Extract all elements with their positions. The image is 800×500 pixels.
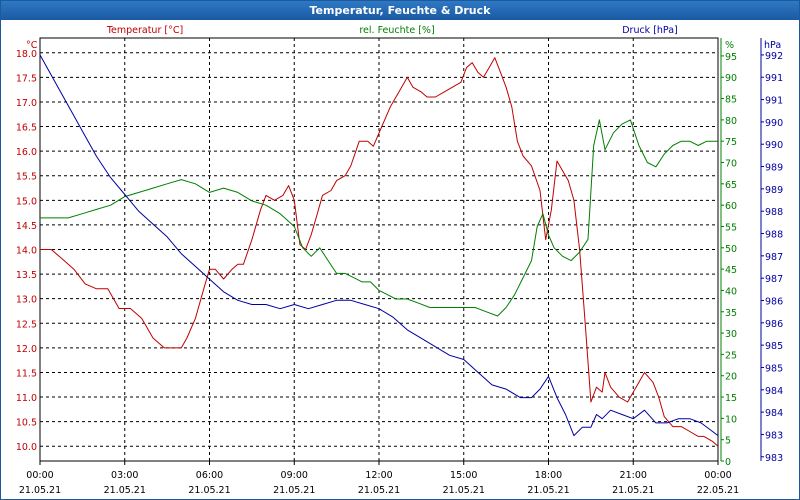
pressure-tick-label: 990 [765, 118, 783, 129]
series-lines [39, 54, 719, 447]
humidity-tick-label: 25 [725, 350, 737, 361]
humidity-tick-label: 20 [725, 372, 737, 383]
x-tick-date: 21.05.21 [443, 485, 485, 496]
humidity-tick-label: 45 [725, 265, 737, 276]
temperature-tick-label: 18.0 [16, 49, 37, 60]
humidity-tick-label: 40 [725, 286, 737, 297]
pressure-tick-label: 985 [765, 341, 783, 352]
pressure-tick-label: 988 [765, 230, 783, 241]
series-line-temperature [40, 57, 719, 447]
temperature-unit: °C [26, 40, 38, 51]
pressure-tick-label: 991 [765, 73, 783, 84]
x-tick-time: 00:00 [704, 470, 731, 481]
humidity-tick-label: 0 [725, 457, 731, 468]
axis-labels: 18.0 17.5 17.0 16.5 16.0 15.5 15.0 14.5 14.0 13.5… [16, 25, 783, 496]
temperature-tick-label: 11.5 [16, 368, 37, 379]
temperature-axis-title: Temperatur [°C] [106, 25, 183, 36]
x-tick-date: 21.05.21 [273, 485, 315, 496]
temperature-tick-label: 14.0 [16, 246, 37, 257]
humidity-tick-label: 55 [725, 222, 737, 233]
humidity-tick-label: 65 [725, 180, 737, 191]
pressure-tick-label: 983 [765, 430, 783, 441]
pressure-tick-label: 986 [765, 296, 783, 307]
humidity-tick-label: 5 [725, 436, 731, 447]
pressure-tick-label: 987 [765, 274, 783, 285]
humidity-tick-label: 85 [725, 95, 737, 106]
pressure-tick-label: 989 [765, 185, 783, 196]
pressure-tick-label: 983 [765, 453, 783, 464]
pressure-tick-label: 987 [765, 252, 783, 263]
x-tick-time: 12:00 [365, 470, 392, 481]
temperature-tick-label: 13.5 [16, 270, 37, 281]
humidity-tick-label: 70 [725, 159, 737, 170]
humidity-tick-label: 30 [725, 329, 737, 340]
humidity-tick-label: 35 [725, 308, 737, 319]
humidity-axis-title: rel. Feuchte [%] [359, 25, 434, 36]
pressure-tick-label: 991 [765, 96, 783, 107]
humidity-tick-label: 15 [725, 393, 737, 404]
pressure-unit: hPa [764, 40, 781, 51]
temperature-tick-label: 15.5 [16, 172, 37, 183]
temperature-tick-label: 13.0 [16, 295, 37, 306]
x-tick-date: 21.05.21 [19, 485, 61, 496]
temperature-tick-label: 10.5 [16, 418, 37, 429]
humidity-tick-label: 75 [725, 137, 737, 148]
x-tick-time: 15:00 [450, 470, 477, 481]
humidity-tick-label: 95 [725, 52, 737, 63]
pressure-tick-label: 984 [765, 408, 783, 419]
temperature-tick-label: 11.0 [16, 393, 37, 404]
pressure-tick-label: 984 [765, 386, 783, 397]
x-tick-date: 21.05.21 [188, 485, 230, 496]
x-tick-time: 09:00 [281, 470, 308, 481]
temperature-tick-label: 16.0 [16, 147, 37, 158]
temperature-tick-label: 17.0 [16, 98, 37, 109]
x-tick-date: 21.05.21 [527, 485, 569, 496]
x-tick-time: 06:00 [196, 470, 223, 481]
x-tick-date: 21.05.21 [612, 485, 654, 496]
temperature-tick-label: 17.5 [16, 73, 37, 84]
pressure-tick-label: 992 [765, 51, 783, 62]
series-line-humidity [40, 119, 718, 317]
x-tick-date: 21.05.21 [104, 485, 146, 496]
temperature-tick-label: 10.0 [16, 442, 37, 453]
x-tick-time: 21:00 [620, 470, 647, 481]
humidity-tick-label: 80 [725, 116, 737, 127]
humidity-tick-label: 60 [725, 201, 737, 212]
humidity-tick-label: 50 [725, 244, 737, 255]
x-tick-date: 21.05.21 [358, 485, 400, 496]
pressure-axis-title: Druck [hPa] [622, 25, 678, 36]
chart-title: Temperatur, Feuchte & Druck [1, 1, 799, 20]
x-tick-time: 18:00 [535, 470, 562, 481]
pressure-tick-label: 988 [765, 207, 783, 218]
temperature-tick-label: 12.0 [16, 344, 37, 355]
axes [39, 38, 764, 465]
temperature-tick-label: 15.0 [16, 196, 37, 207]
temperature-tick-label: 14.5 [16, 221, 37, 232]
humidity-tick-label: 90 [725, 73, 737, 84]
pressure-tick-label: 989 [765, 163, 783, 174]
x-tick-time: 03:00 [111, 470, 138, 481]
series-line-pressure [39, 54, 719, 437]
temperature-tick-label: 12.5 [16, 319, 37, 330]
pressure-tick-label: 990 [765, 140, 783, 151]
x-tick-date: 22.05.21 [697, 485, 739, 496]
grid [39, 37, 719, 462]
humidity-unit: % [725, 40, 734, 51]
pressure-tick-label: 985 [765, 363, 783, 374]
temperature-tick-label: 16.5 [16, 123, 37, 134]
x-tick-time: 00:00 [26, 470, 53, 481]
pressure-tick-label: 986 [765, 319, 783, 330]
humidity-tick-label: 10 [725, 414, 737, 425]
